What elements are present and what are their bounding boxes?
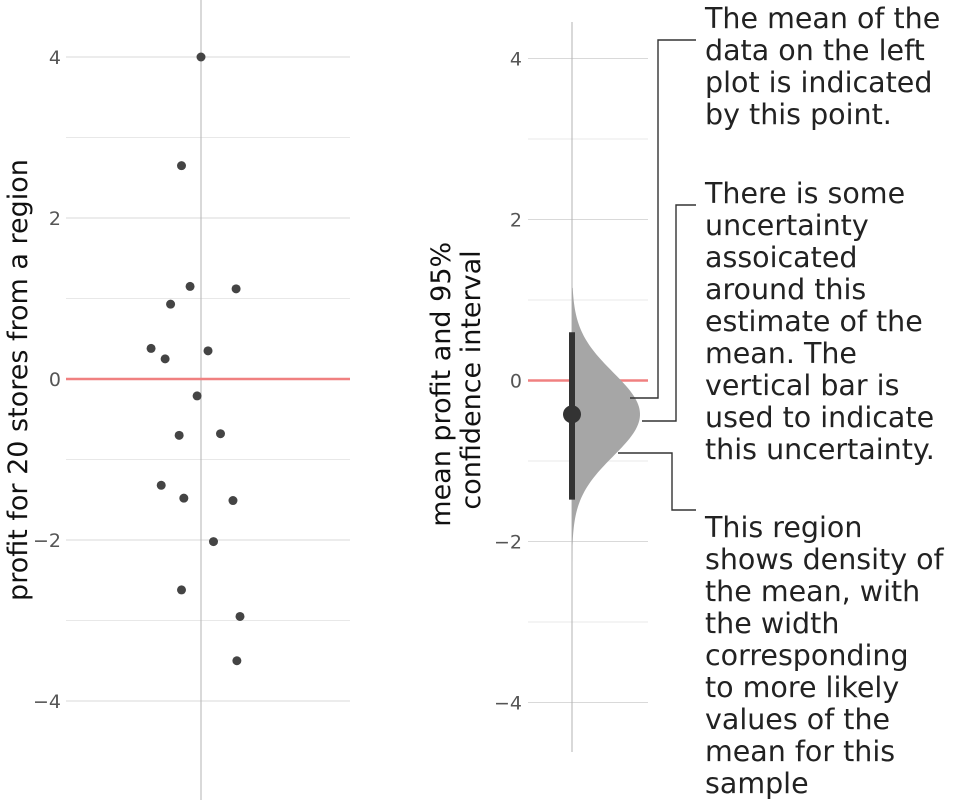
right-y-tick-label: 4 — [510, 49, 522, 71]
right-y-tick-label: 0 — [510, 371, 522, 393]
data-point — [166, 299, 176, 309]
data-point — [156, 480, 166, 490]
annotation-line: mean for this — [705, 735, 895, 768]
raw-data-panel: 4 2 0 −2 −4 profit for 20 stores from a regi… — [3, 0, 350, 800]
left-data-points — [146, 52, 245, 666]
data-point — [216, 429, 225, 439]
annotation-line: values of the — [705, 703, 890, 736]
annotation-line: the width — [705, 607, 839, 640]
right-gridlines — [528, 58, 648, 703]
left-y-tick-label: 2 — [49, 208, 61, 230]
left-y-tick-label: 0 — [49, 369, 61, 391]
data-point — [192, 391, 202, 401]
data-point — [196, 52, 206, 62]
left-y-tick-label: 4 — [49, 47, 61, 69]
data-point — [160, 354, 170, 364]
annotation-line: The mean of the — [704, 2, 940, 35]
annotations: The mean of the data on the left plot is i… — [704, 2, 945, 800]
data-point — [232, 656, 242, 666]
annotation-line: by this point. — [705, 98, 892, 131]
data-point — [185, 281, 195, 291]
data-point — [231, 284, 241, 294]
annotation-line: sample — [705, 767, 809, 800]
right-y-tick-label: −4 — [494, 693, 522, 715]
annotation-text: There is some uncertainty assoicated around… — [704, 177, 935, 466]
annotation-line: around this — [705, 273, 866, 306]
data-point — [235, 611, 245, 621]
right-y-axis-label-line-2: confidence interval — [456, 250, 487, 509]
annotation-line: corresponding — [705, 639, 909, 672]
annotation-line: the mean, with — [705, 575, 920, 608]
annotation-line: shows density of — [705, 543, 945, 576]
annotation-line: uncertainty — [705, 209, 869, 242]
left-y-axis-label: profit for 20 stores from a region — [3, 159, 34, 601]
annotation-line: plot is indicated — [705, 66, 932, 99]
annotation-text: The mean of the data on the left plot is i… — [704, 2, 940, 131]
data-point — [146, 343, 156, 353]
annotation-line: used to indicate — [705, 401, 934, 434]
left-y-tick-label: −4 — [33, 691, 61, 713]
annotation-line: vertical bar is — [705, 369, 899, 402]
mean-ci-panel: 4 2 0 −2 −4 mean profit and 95% confidence i… — [426, 22, 648, 752]
annotation-line: estimate of the — [705, 305, 923, 338]
annotation-line: There is some — [704, 177, 905, 210]
left-y-tick-labels: 4 2 0 −2 −4 — [33, 47, 61, 713]
data-point — [203, 346, 213, 356]
left-y-tick-label: −2 — [33, 530, 61, 552]
mean-density-shape — [572, 287, 640, 562]
annotation-line: this uncertainty. — [705, 433, 935, 466]
annotation-text: This region shows density of the mean, wit… — [704, 511, 945, 800]
right-y-axis-label: mean profit and 95% confidence interval — [426, 233, 487, 526]
data-point — [179, 493, 189, 503]
annotation-line: assoicated — [705, 241, 857, 274]
annotation-line: This region — [704, 511, 862, 544]
right-y-tick-label: −2 — [494, 532, 522, 554]
right-y-tick-labels: 4 2 0 −2 −4 — [494, 49, 522, 715]
ci-annotation-connector — [642, 204, 696, 422]
right-y-axis-label-line-1: mean profit and 95% — [426, 242, 457, 527]
mean-point — [563, 405, 581, 424]
density-annotation-connector — [618, 452, 696, 511]
annotation-line: data on the left — [705, 34, 925, 67]
annotation-line: to more likely — [705, 671, 899, 704]
data-point — [208, 537, 218, 547]
data-point — [177, 161, 186, 171]
annotation-line: mean. The — [705, 337, 857, 370]
mean-annotation-connector — [630, 39, 696, 399]
data-point — [177, 585, 186, 595]
data-point — [228, 496, 238, 506]
data-point — [174, 430, 184, 440]
annotation-connectors — [618, 39, 696, 511]
right-y-tick-label: 2 — [510, 210, 522, 232]
